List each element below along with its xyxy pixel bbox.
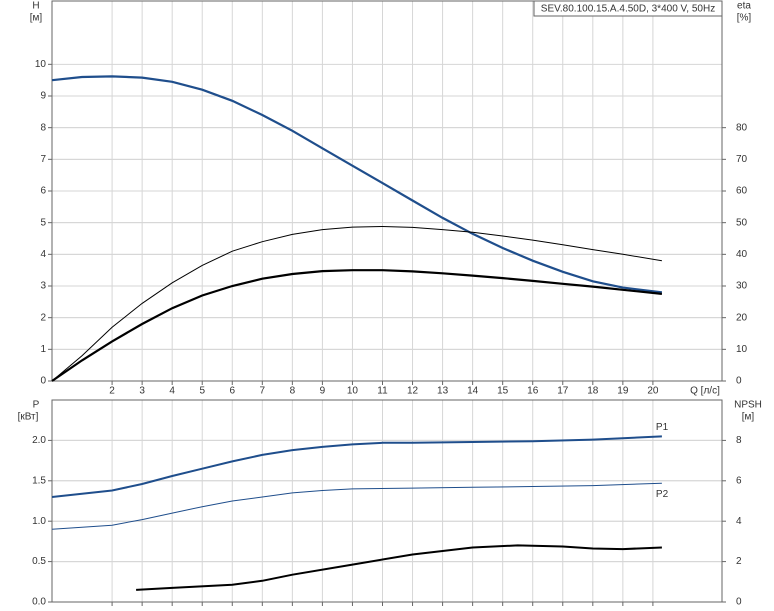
x-tick-label: 18 (587, 386, 599, 397)
curve (51, 225, 662, 382)
y-tick-label: 4 (40, 249, 46, 260)
y-tick-label: 6 (40, 186, 46, 197)
y2-tick-label: 50 (736, 217, 748, 228)
x-label: Q [л/с] (690, 386, 720, 397)
curve (51, 269, 663, 382)
y-unit: [кВт] (18, 412, 39, 423)
y2-tick-label: 0 (736, 597, 742, 608)
y2-tick-label: 4 (736, 516, 742, 527)
y2-tick-label: 20 (736, 312, 748, 323)
x-tick-label: 8 (290, 386, 296, 397)
curve (136, 544, 662, 591)
y-tick-label: 8 (40, 122, 46, 133)
y-tick-label: 2.0 (32, 435, 46, 446)
y-label: P (33, 400, 40, 411)
plot-frame (51, 0, 723, 382)
curve-label: P1 (656, 422, 669, 433)
x-tick-label: 15 (497, 386, 509, 397)
x-tick-label: 14 (467, 386, 479, 397)
x-tick-label: 3 (139, 386, 145, 397)
y2-tick-label: 8 (736, 435, 742, 446)
curve-label: P2 (656, 489, 669, 500)
curve (51, 482, 662, 530)
y2-tick-label: 60 (736, 186, 748, 197)
x-tick-label: 7 (260, 386, 266, 397)
y2-label: eta (737, 1, 751, 12)
curve (51, 435, 662, 498)
y2-unit: [м] (742, 412, 755, 423)
x-tick-label: 5 (199, 386, 205, 397)
x-tick-label: 19 (617, 386, 629, 397)
y-tick-label: 0.5 (32, 556, 46, 567)
x-tick-label: 13 (437, 386, 449, 397)
plot-frame (51, 399, 723, 603)
y-unit: [м] (30, 13, 43, 24)
y-tick-label: 2 (40, 312, 46, 323)
y-tick-label: 9 (40, 91, 46, 102)
y2-tick-label: 40 (736, 249, 748, 260)
x-tick-label: 11 (377, 386, 388, 397)
y-tick-label: 0 (40, 376, 46, 387)
y2-tick-label: 10 (736, 344, 748, 355)
y-tick-label: 1 (40, 344, 46, 355)
y-tick-label: 5 (40, 217, 46, 228)
y2-tick-label: 30 (736, 281, 748, 292)
y2-tick-label: 80 (736, 122, 748, 133)
y-label: H (32, 1, 39, 12)
y-tick-label: 10 (35, 59, 47, 70)
x-tick-label: 17 (557, 386, 569, 397)
y-tick-label: 0.0 (32, 597, 46, 608)
x-tick-label: 16 (527, 386, 539, 397)
y-tick-label: 1.5 (32, 475, 46, 486)
x-tick-label: 12 (407, 386, 419, 397)
y-tick-label: 3 (40, 281, 46, 292)
y2-tick-label: 2 (736, 556, 742, 567)
y2-tick-label: 0 (736, 376, 742, 387)
title-box (533, 0, 723, 17)
y2-tick-label: 70 (736, 154, 748, 165)
x-tick-label: 10 (347, 386, 359, 397)
y2-label: NPSH (734, 400, 762, 411)
x-tick-label: 20 (647, 386, 659, 397)
x-tick-label: 9 (320, 386, 326, 397)
x-tick-label: 4 (169, 386, 175, 397)
y2-unit: [%] (737, 13, 752, 24)
curve (51, 75, 663, 294)
chart-title: SEV.80.100.15.A.4.50D, 3*400 V, 50Hz (541, 4, 715, 15)
y-tick-label: 1.0 (32, 516, 46, 527)
y-tick-label: 7 (40, 154, 46, 165)
y2-tick-label: 6 (736, 475, 742, 486)
x-tick-label: 6 (229, 386, 235, 397)
x-tick-label: 2 (109, 386, 115, 397)
